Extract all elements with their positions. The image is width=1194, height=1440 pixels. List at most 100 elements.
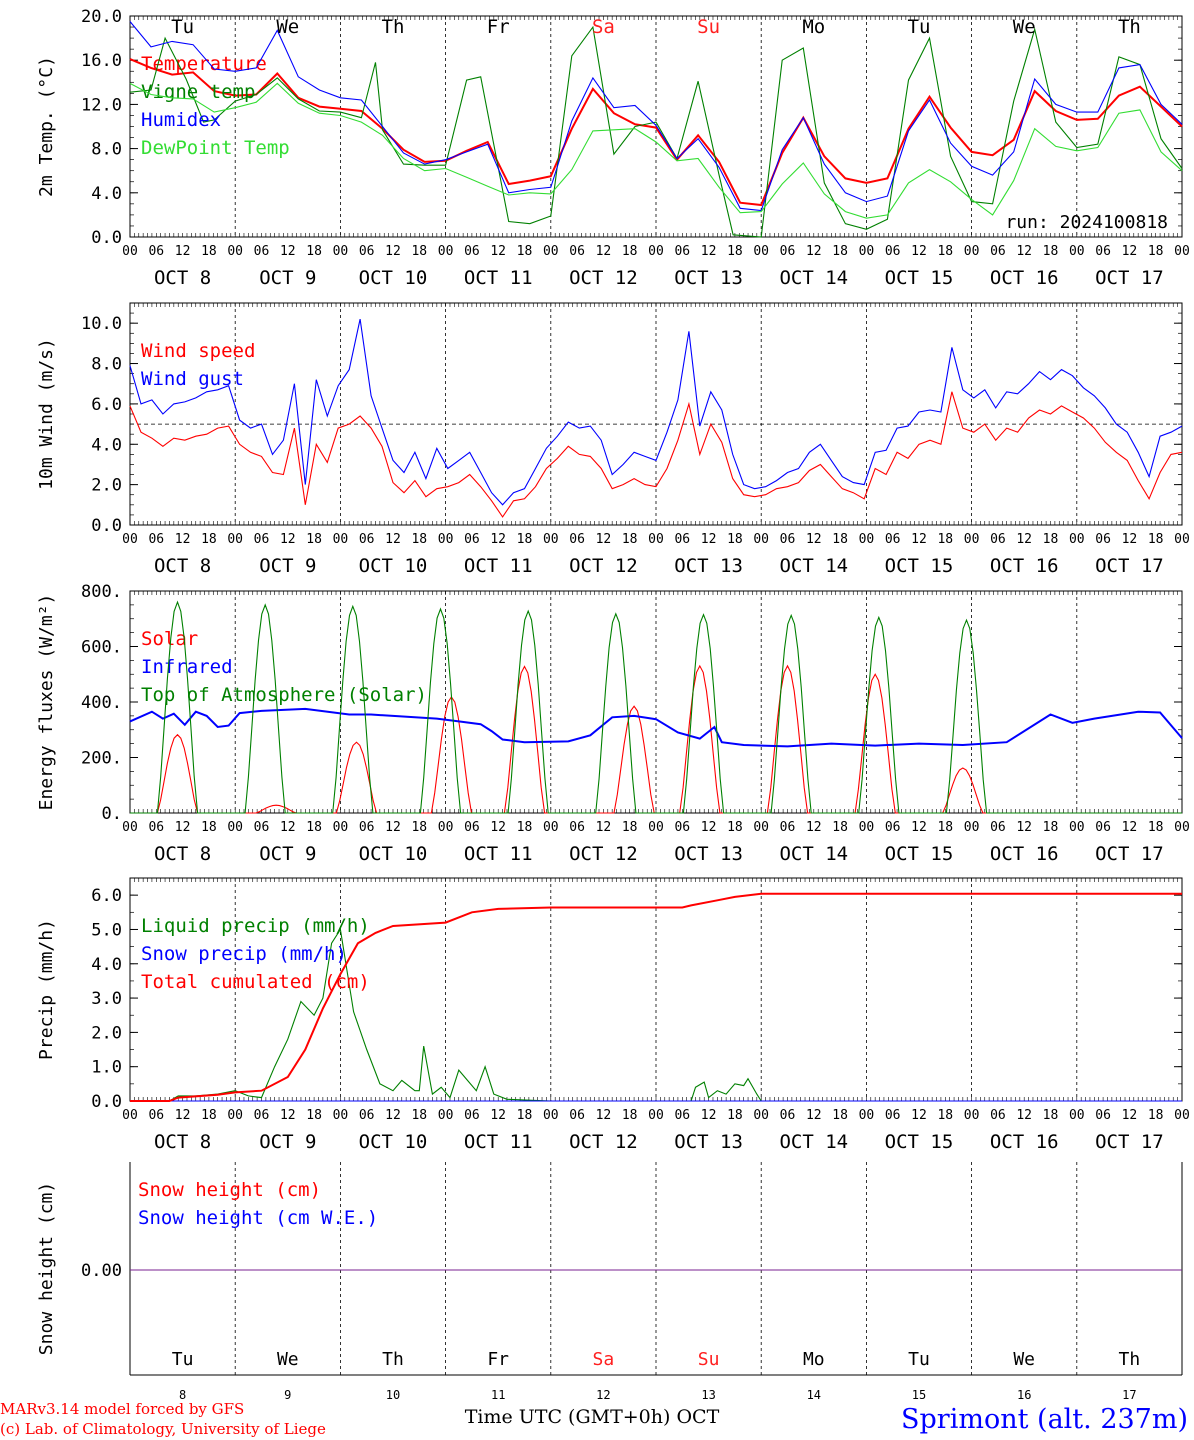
y-tick-label: 20.0 xyxy=(81,7,122,27)
x-hour-label: 18 xyxy=(622,532,638,547)
x-hour-label: 12 xyxy=(280,1108,296,1123)
y-tick-label: 8.0 xyxy=(91,355,122,375)
x-date-label: OCT 11 xyxy=(464,555,533,577)
x-hour-label: 06 xyxy=(148,820,164,835)
x-hour-label: 00 xyxy=(333,1108,349,1123)
x-hour-label: 00 xyxy=(964,532,980,547)
y-tick-label: 1.0 xyxy=(91,1058,122,1078)
x-hour-label: 00 xyxy=(648,820,664,835)
x-date-label: OCT 11 xyxy=(464,267,533,289)
series-dewpoint-temp xyxy=(129,82,1183,219)
x-hour-label: 06 xyxy=(674,1108,690,1123)
x-hour-label: 18 xyxy=(1148,532,1164,547)
x-hour-label: 06 xyxy=(990,532,1006,547)
x-hour-label: 18 xyxy=(832,532,848,547)
legend-series-snow-precip-mm-h: Snow precip (mm/h) xyxy=(141,943,347,965)
x-hour-label: 12 xyxy=(911,244,927,259)
x-date-label: OCT 14 xyxy=(779,555,848,577)
day-name-top: Tu xyxy=(171,16,194,38)
x-hour-label: 06 xyxy=(780,532,796,547)
x-hour-label: 18 xyxy=(622,820,638,835)
y-tick-label: 5.0 xyxy=(91,920,122,940)
y-axis-label: 2m Temp. (°C) xyxy=(36,56,57,197)
x-hour-label: 18 xyxy=(1043,532,1059,547)
y-tick-label: 0.0 xyxy=(91,1092,122,1112)
x-hour-label: 18 xyxy=(937,1108,953,1123)
x-hour-label: 18 xyxy=(832,244,848,259)
y-tick-label: 4.0 xyxy=(91,435,122,455)
x-hour-label: 06 xyxy=(569,244,585,259)
x-hour-label: 00 xyxy=(859,820,875,835)
x-date-label: OCT 13 xyxy=(674,1131,743,1153)
x-axis-label: Time UTC (GMT+0h) OCT xyxy=(465,1406,720,1428)
x-hour-label: 12 xyxy=(385,244,401,259)
x-hour-label: 00 xyxy=(1069,244,1085,259)
y-tick-label: 400. xyxy=(81,693,122,713)
x-date-label: OCT 13 xyxy=(674,843,743,865)
x-hour-label: 06 xyxy=(359,244,375,259)
x-hour-label: 00 xyxy=(648,244,664,259)
x-hour-label: 18 xyxy=(1043,1108,1059,1123)
day-name-top: Sa xyxy=(592,16,615,38)
day-name-top: Su xyxy=(697,16,720,38)
x-hour-label: 18 xyxy=(517,820,533,835)
x-hour-label: 18 xyxy=(201,244,217,259)
x-hour-label: 00 xyxy=(753,532,769,547)
day-name-bottom: Th xyxy=(1119,1349,1141,1370)
x-hour-label: 00 xyxy=(859,244,875,259)
y-tick-label: 10.0 xyxy=(81,314,122,334)
x-hour-label: 12 xyxy=(596,244,612,259)
x-hour-label: 12 xyxy=(175,820,191,835)
day-number: 10 xyxy=(386,1388,400,1402)
x-hour-label: 00 xyxy=(753,244,769,259)
x-hour-label: 18 xyxy=(832,1108,848,1123)
credit-line-1: MARv3.14 model forced by GFS xyxy=(0,1400,244,1418)
x-hour-label: 18 xyxy=(1043,244,1059,259)
day-name-top: Th xyxy=(382,16,405,38)
x-date-label: OCT 10 xyxy=(359,843,428,865)
x-hour-label: 18 xyxy=(306,820,322,835)
temperature-panel: 0.0 4.0 8.0 12.0 16.0 20.0 2m Temp. (°C) Temper… xyxy=(36,7,1190,289)
legend-series-humidex: Humidex xyxy=(141,109,221,131)
x-hour-label: 00 xyxy=(227,532,243,547)
x-date-label: OCT 13 xyxy=(674,555,743,577)
x-hour-label: 06 xyxy=(254,820,270,835)
x-hour-label: 00 xyxy=(964,820,980,835)
day-number: 8 xyxy=(179,1388,186,1402)
y-tick-label: 3.0 xyxy=(91,989,122,1009)
legend-series-total-cumulated-cm: Total cumulated (cm) xyxy=(141,971,370,993)
x-hour-label: 12 xyxy=(806,1108,822,1123)
x-hour-label: 18 xyxy=(1148,1108,1164,1123)
x-hour-label: 06 xyxy=(254,532,270,547)
x-hour-label: 18 xyxy=(517,1108,533,1123)
day-name-top: Mo xyxy=(802,16,825,38)
day-name-top: Tu xyxy=(908,16,931,38)
x-hour-label: 00 xyxy=(333,532,349,547)
y-tick-label: 16.0 xyxy=(81,51,122,71)
legend-series-liquid-precip-mm-h: Liquid precip (mm/h) xyxy=(141,915,370,937)
x-date-label: OCT 16 xyxy=(990,1131,1059,1153)
x-hour-label: 12 xyxy=(385,1108,401,1123)
x-hour-label: 06 xyxy=(780,244,796,259)
x-hour-label: 12 xyxy=(175,1108,191,1123)
x-hour-label: 18 xyxy=(832,820,848,835)
x-hour-label: 06 xyxy=(359,532,375,547)
x-date-label: OCT 12 xyxy=(569,1131,638,1153)
day-number: 14 xyxy=(807,1388,821,1402)
x-hour-label: 00 xyxy=(122,1108,138,1123)
x-date-label: OCT 8 xyxy=(154,843,211,865)
legend-series-dewpoint-temp: DewPoint Temp xyxy=(141,137,290,159)
x-hour-label: 06 xyxy=(780,820,796,835)
day-number: 17 xyxy=(1122,1388,1136,1402)
snow-panel: 0.00 Snow height (cm) Snow height (cm) Snow… xyxy=(36,1162,1183,1376)
x-date-label: OCT 10 xyxy=(359,1131,428,1153)
x-hour-label: 06 xyxy=(569,532,585,547)
day-number: 15 xyxy=(912,1388,926,1402)
x-hour-label: 12 xyxy=(1122,1108,1138,1123)
x-hour-label: 18 xyxy=(517,532,533,547)
x-hour-label-end: 00 xyxy=(1174,244,1190,259)
legend-series-snow-height-cm: Snow height (cm) xyxy=(138,1179,321,1201)
day-number: 11 xyxy=(491,1388,505,1402)
x-hour-label: 06 xyxy=(254,244,270,259)
y-tick-label: 0.0 xyxy=(91,516,122,536)
